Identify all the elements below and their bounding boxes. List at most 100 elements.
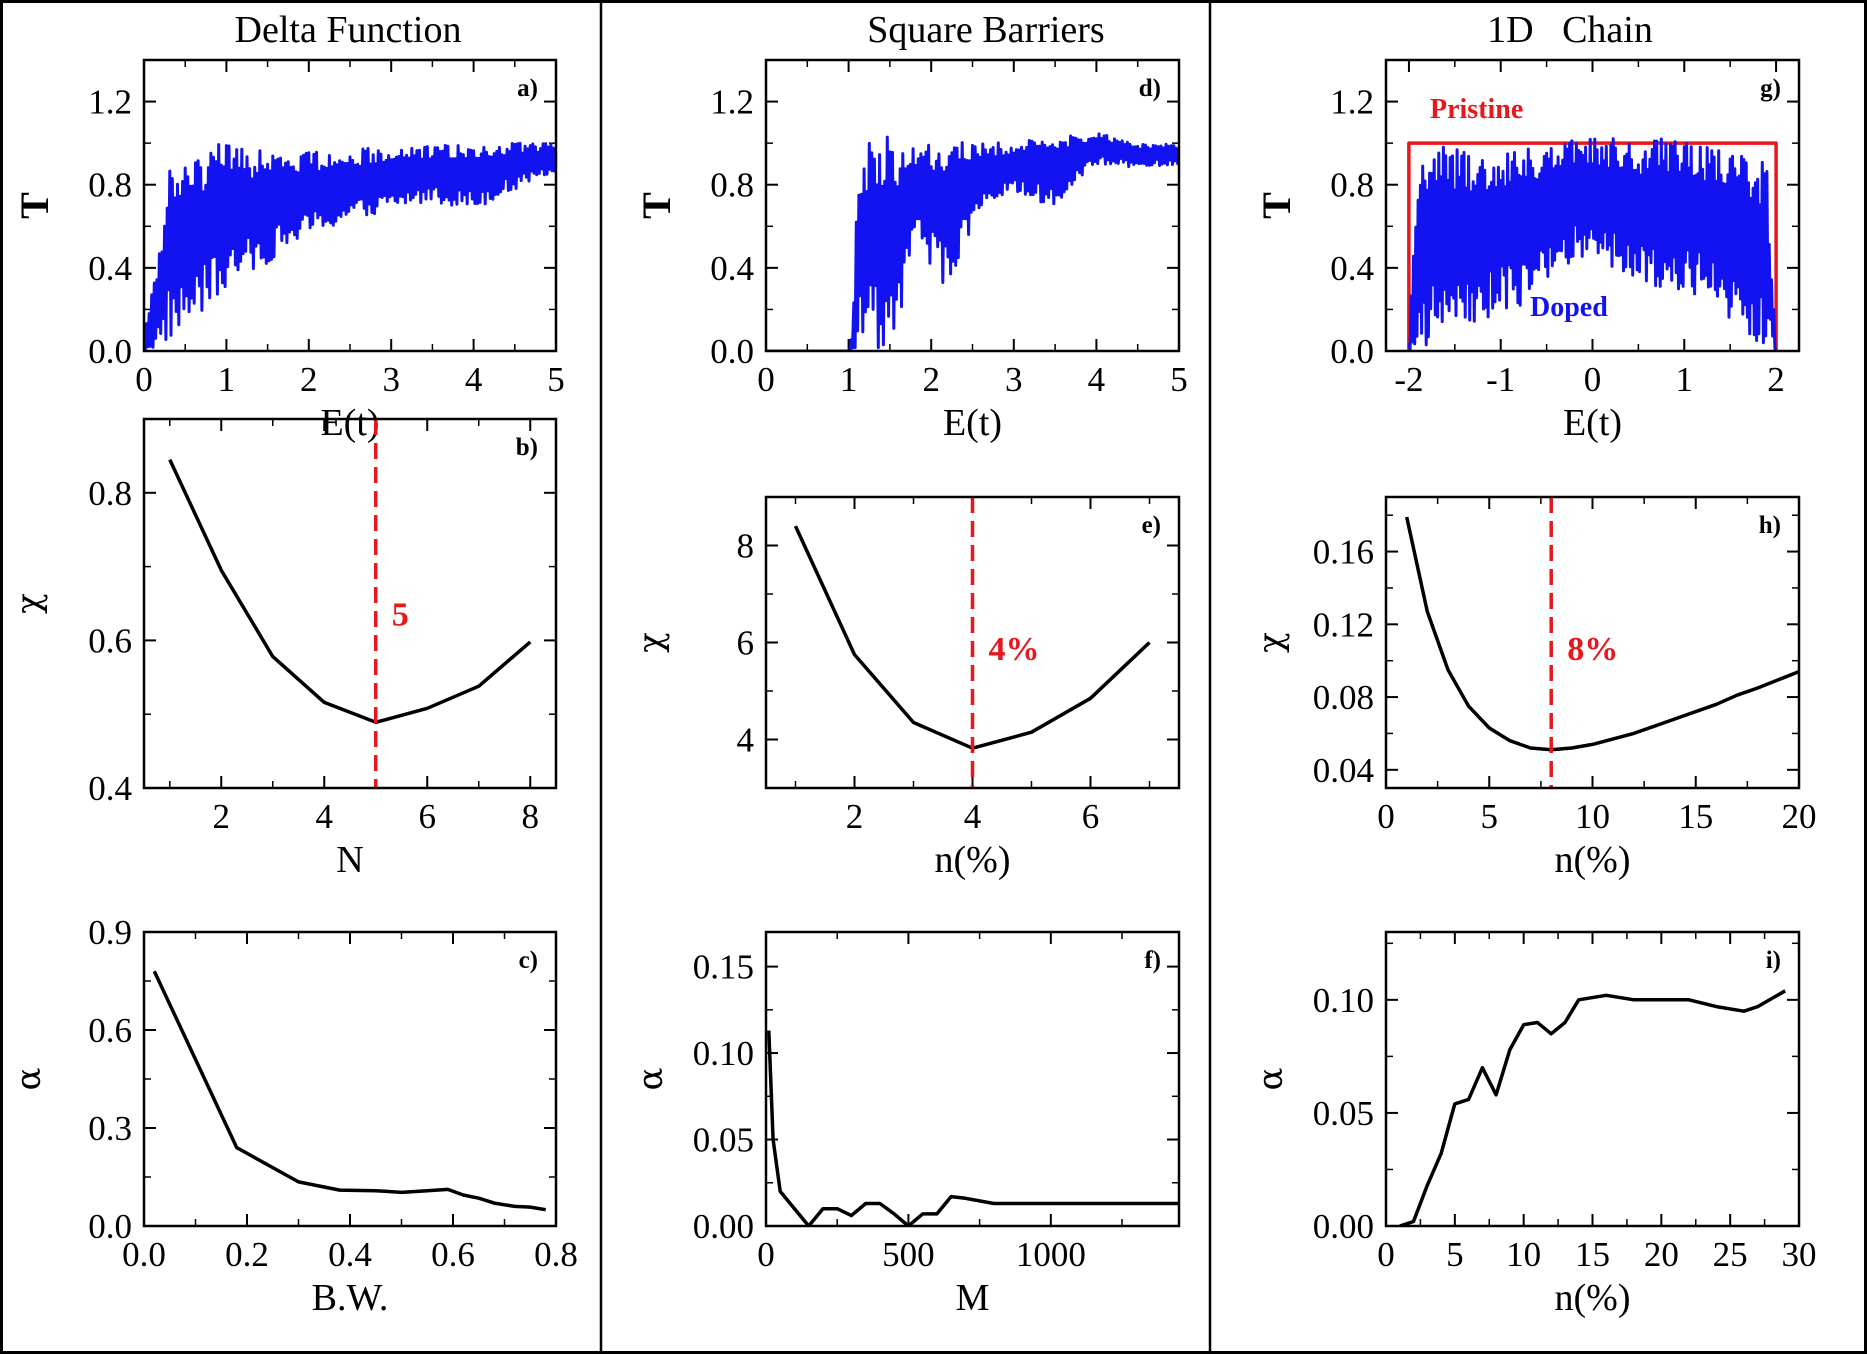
panel-d: 0 1 2 3 4 5 0.0 0.4 0.8 1.2 d) E(t) T [634,58,1188,444]
column-title-chain: 1D Chain [1487,9,1653,51]
y-tick-label: 0.12 [1313,605,1374,644]
x-tick-label: 25 [1713,1235,1748,1274]
y-tick-label: 8 [737,527,755,566]
y-tick-label: 0.8 [88,474,132,513]
ticks-d: 0 1 2 3 4 5 0.0 0.4 0.8 1.2 [710,59,1188,399]
ticks-i: 0 5 10 15 20 25 30 0.00 0.05 0.10 [1313,932,1817,1274]
x-tick-label: 2 [1767,360,1785,399]
y-tick-label: 6 [737,624,755,663]
x-tick-label: 0 [1584,360,1602,399]
y-tick-label: 0.15 [693,948,754,987]
x-tick-label: 1 [1676,360,1694,399]
panel-tag-c: c) [519,947,538,974]
y-tick-label: 0.10 [693,1034,754,1073]
panel-c: 0.0 0.2 0.4 0.6 0.8 0.0 0.3 0.6 0.9 c) B.W. α [9,913,578,1319]
panel-tag-e: e) [1142,512,1161,539]
panel-tag-d: d) [1139,75,1161,102]
series-line-α [1399,989,1787,1226]
x-axis-label-d: E(t) [943,402,1002,444]
x-axis-label-b: N [336,839,363,881]
y-tick-label: 0.3 [88,1109,132,1148]
x-tick-label: 1 [218,360,236,399]
y-axis-label-h: χ [1251,632,1291,653]
panel-g: -2 -1 0 1 2 0.0 0.4 0.8 1.2 Pristine Doped g) E(t) T [1254,58,1801,444]
ticks-f: 0 500 1000 0.00 0.05 0.10 0.15 [693,932,1179,1274]
ticks-c: 0.0 0.2 0.4 0.6 0.8 0.0 0.3 0.6 0.9 [88,913,578,1274]
y-tick-label: 0.0 [1330,332,1374,371]
panel-tag-i: i) [1766,947,1781,974]
x-tick-label: 4 [316,797,334,836]
x-tick-label: 0.4 [328,1235,372,1274]
y-tick-label: 0.04 [1313,751,1374,790]
x-tick-label: 10 [1506,1235,1541,1274]
plot-frame-f [764,930,1181,1228]
panel-i: 0 5 10 15 20 25 30 0.00 0.05 0.10 i) n(%) α [1251,930,1817,1319]
column-title-delta: Delta Function [235,9,462,51]
series-group-g [1407,137,1778,351]
panel-b: 2 4 6 8 0.4 0.6 0.8 5 b) Nχ [9,417,558,881]
x-tick-label: 5 [1170,360,1188,399]
y-axis-label-b: χ [9,593,49,614]
x-tick-label: 20 [1644,1235,1679,1274]
plot-frame-e [764,495,1181,790]
series-line-α [152,970,546,1212]
y-tick-label: 0.8 [710,166,754,205]
y-tick-label: 0.00 [693,1207,754,1246]
x-tick-label: 3 [1005,360,1023,399]
series-group-b [168,458,532,725]
marker-label-e: 4% [989,631,1040,668]
x-axis-label-f: M [956,1277,990,1319]
plot-frame-g [1384,58,1801,353]
y-tick-label: 0.6 [88,621,132,660]
x-tick-label: 4 [964,797,982,836]
x-tick-label: 0.2 [225,1235,269,1274]
y-axis-label-g: T [1254,192,1299,219]
x-tick-label: 0 [135,360,153,399]
y-tick-label: 1.2 [88,83,132,122]
y-axis-label-c: α [9,1067,49,1090]
x-tick-label: 1 [840,360,858,399]
y-axis-label-d: T [634,192,679,219]
series-group-a [144,141,556,351]
y-tick-label: 1.2 [1330,83,1374,122]
panel-f: 0 500 1000 0.00 0.05 0.10 0.15 f) Mα [631,930,1181,1319]
y-tick-label: 0.0 [710,332,754,371]
y-axis-label-f: α [631,1067,671,1090]
x-tick-label: 6 [1082,797,1100,836]
ticks-a: 0 1 2 3 4 5 0.0 0.4 0.8 1.2 [88,59,565,399]
series-line-pristine [1407,141,1778,351]
x-tick-label: 5 [547,360,565,399]
ticks-g: -2 -1 0 1 2 0.0 0.4 0.8 1.2 [1330,59,1799,399]
x-axis-label-g: E(t) [1563,402,1622,444]
panel-e: 2 4 6 4 6 8 4% e) n(%) χ [631,495,1181,881]
legend-pristine: Pristine [1430,94,1523,125]
x-tick-label: 2 [846,797,864,836]
series-line-t [766,132,1179,351]
y-tick-label: 0.0 [88,332,132,371]
panel-tag-f: f) [1144,947,1161,974]
series-group-f [767,1030,1179,1226]
series-line-χ [1404,516,1799,752]
x-tick-label: 0.0 [122,1235,166,1274]
x-tick-label: 0 [1377,797,1395,836]
ticks-h: 0 5 10 15 20 0.04 0.08 0.12 0.16 [1313,497,1817,836]
y-tick-label: 0.4 [88,249,132,288]
panel-a: 0 1 2 3 4 5 0.0 0.4 0.8 1.2 a) E(t) T [12,58,565,444]
y-tick-label: 4 [737,721,755,760]
plot-frame-b [142,417,558,790]
x-tick-label: 15 [1678,797,1713,836]
y-tick-label: 0.6 [88,1011,132,1050]
x-axis-label-a: E(t) [320,402,379,444]
x-axis-label-e: n(%) [935,839,1011,881]
series-line-α [767,1030,1179,1226]
series-group-d [766,132,1179,351]
x-tick-label: 0.8 [534,1235,578,1274]
panel-h: 0 5 10 15 20 0.04 0.08 0.12 0.16 8% h) n(%) χ [1251,495,1817,881]
y-tick-label: 0.08 [1313,678,1374,717]
x-tick-label: 4 [465,360,483,399]
plot-frame-a [142,58,558,353]
panel-tag-h: h) [1759,512,1781,539]
x-tick-label: 1000 [1016,1235,1086,1274]
panel-tag-b: b) [516,434,538,461]
